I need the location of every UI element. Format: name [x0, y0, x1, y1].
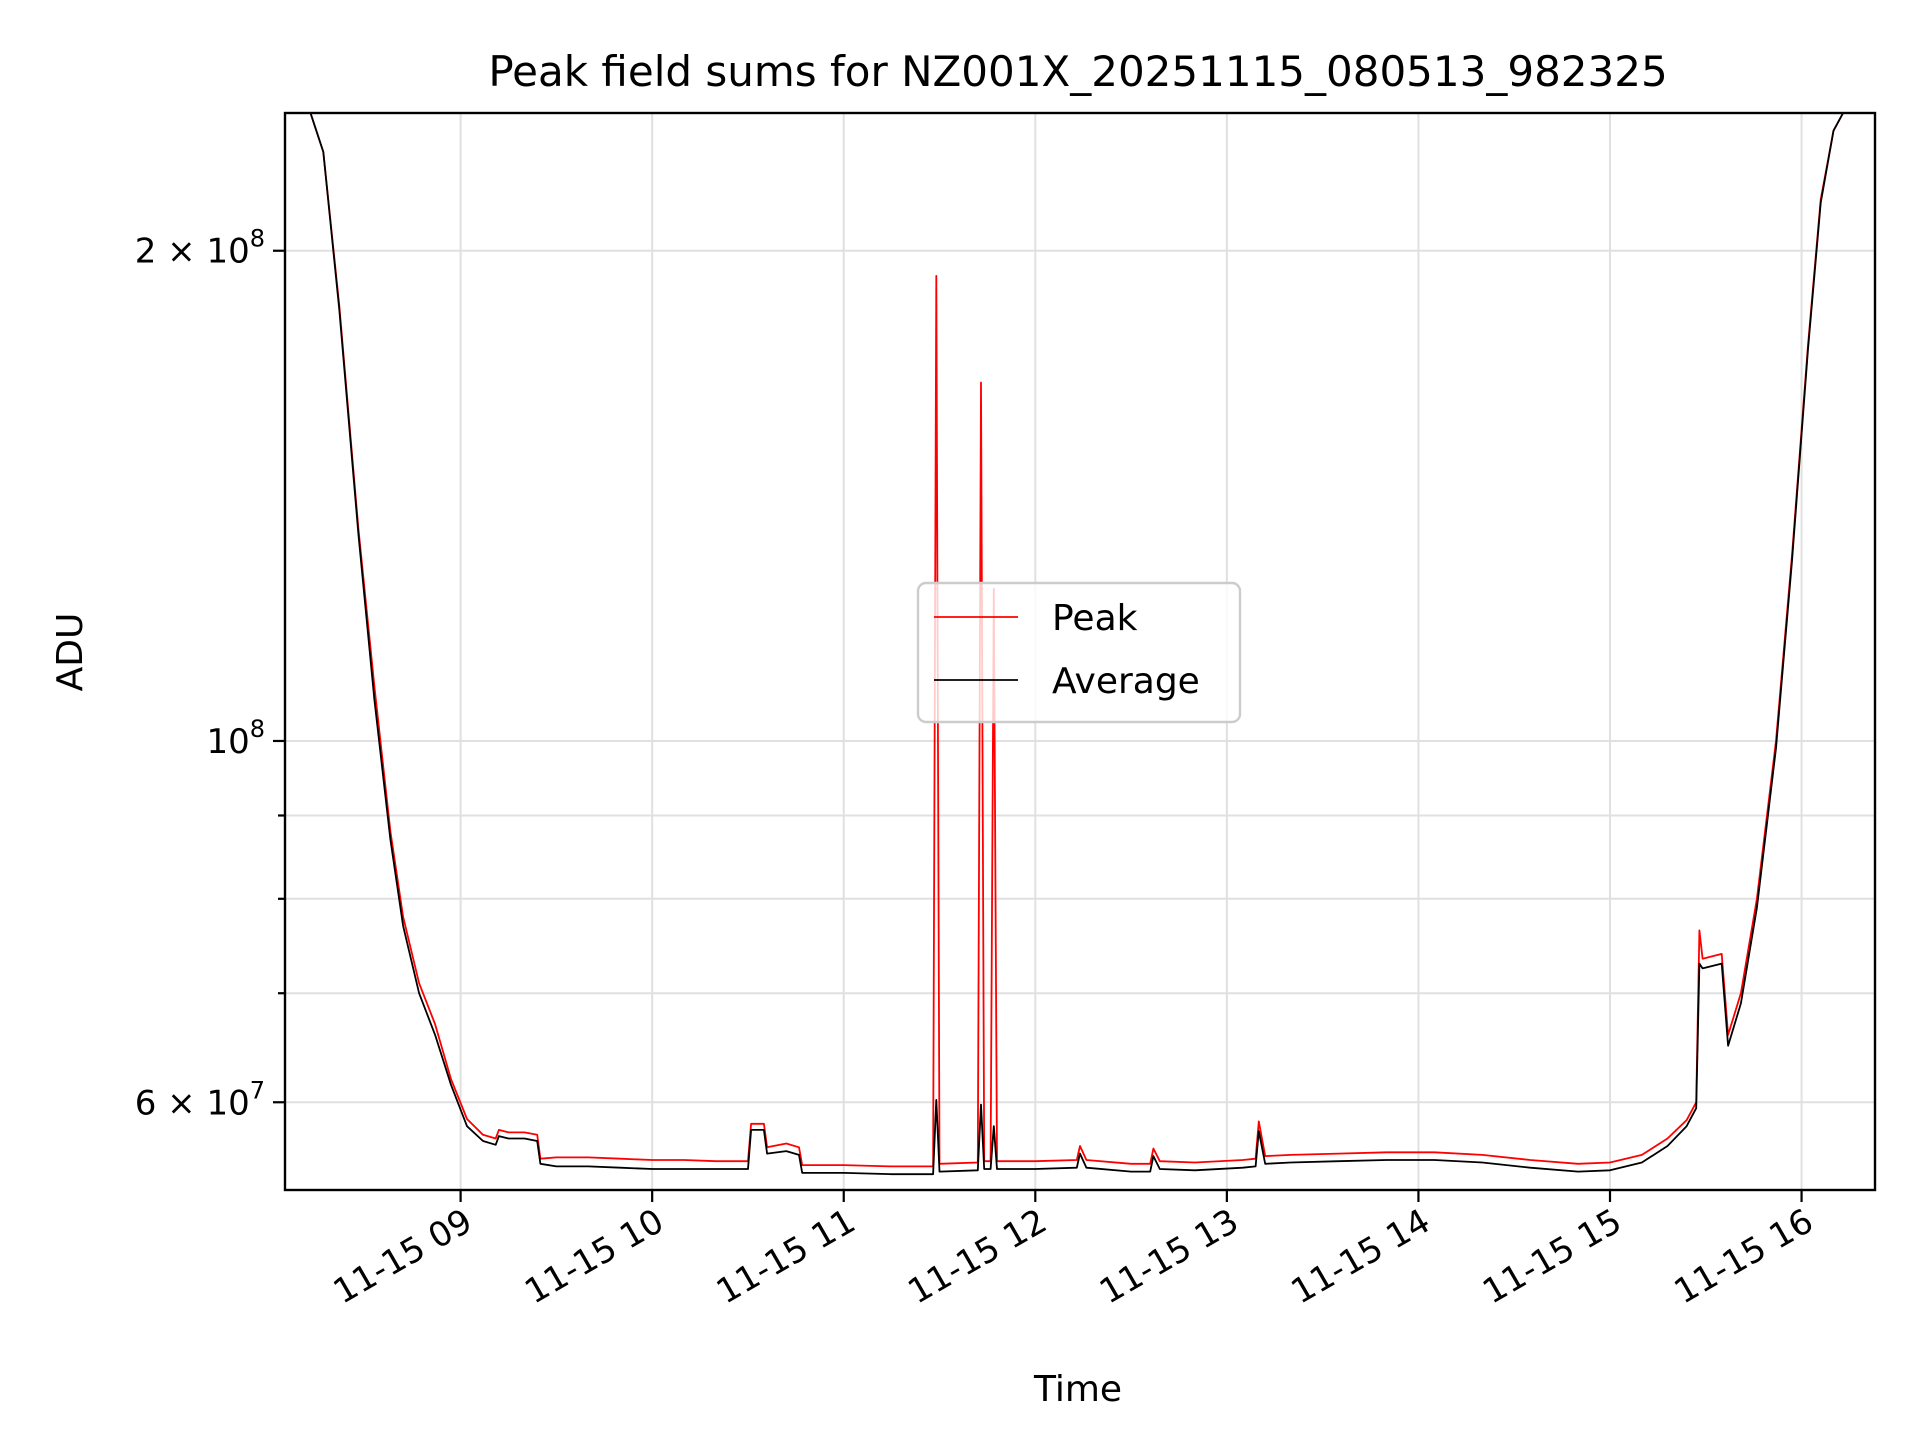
- plot-frame: [283, 111, 1877, 1192]
- y-axis-label: ADU: [50, 613, 91, 692]
- series-line-average: [285, 113, 1875, 1176]
- y-tick-label-base: 6 × 10: [135, 1083, 250, 1123]
- legend-label-average: Average: [1052, 661, 1200, 702]
- y-tick-label: 2 × 108: [135, 225, 265, 272]
- y-tick-label: 108: [206, 715, 265, 762]
- y-tick-label-exponent: 8: [250, 225, 265, 253]
- x-axis-label: Time: [1033, 1369, 1122, 1410]
- y-tick-label-exponent: 7: [250, 1076, 265, 1104]
- legend: Peak Average: [916, 581, 1242, 724]
- y-tick-label-base: 10: [206, 722, 249, 762]
- legend-label-peak: Peak: [1052, 598, 1138, 639]
- chart-title: Peak field sums for NZ001X_20251115_0805…: [488, 47, 1667, 96]
- y-tick-label-base: 2 × 10: [135, 232, 250, 272]
- series-lines: [285, 113, 1875, 1176]
- grid-lines: [285, 113, 1875, 1190]
- y-tick-label: 6 × 107: [135, 1076, 265, 1123]
- y-tick-label-exponent: 8: [250, 715, 265, 743]
